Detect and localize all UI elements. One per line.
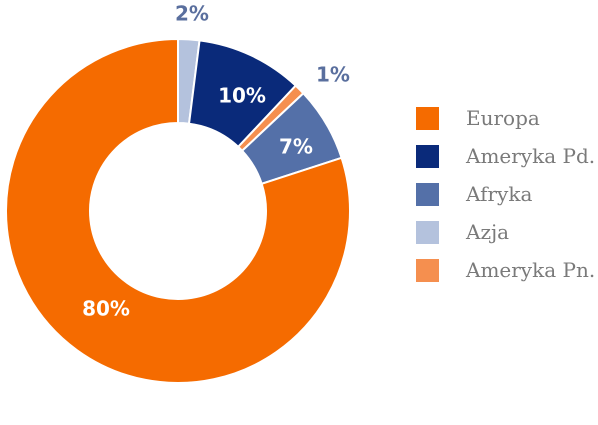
legend-label-ameryka-pd: Ameryka Pd.: [466, 144, 596, 168]
legend-label-azja: Azja: [466, 220, 510, 244]
legend-swatch-ameryka-pd: [416, 145, 439, 168]
legend-label-europa: Europa: [466, 106, 540, 130]
data-label-ameryka-pd: 10%: [218, 84, 266, 108]
data-label-ameryka-pn: 1%: [316, 63, 350, 87]
data-label-europa: 80%: [82, 297, 130, 321]
data-label-azja: 2%: [175, 2, 209, 26]
legend-swatch-azja: [416, 221, 439, 244]
legend-label-afryka: Afryka: [466, 182, 533, 206]
slice-europa: [5, 37, 351, 384]
data-label-afryka: 7%: [279, 135, 313, 159]
legend-swatch-afryka: [416, 183, 439, 206]
legend-swatch-europa: [416, 107, 439, 130]
legend-swatch-ameryka-pn: [416, 259, 439, 282]
legend-label-ameryka-pn: Ameryka Pn.: [466, 258, 596, 282]
